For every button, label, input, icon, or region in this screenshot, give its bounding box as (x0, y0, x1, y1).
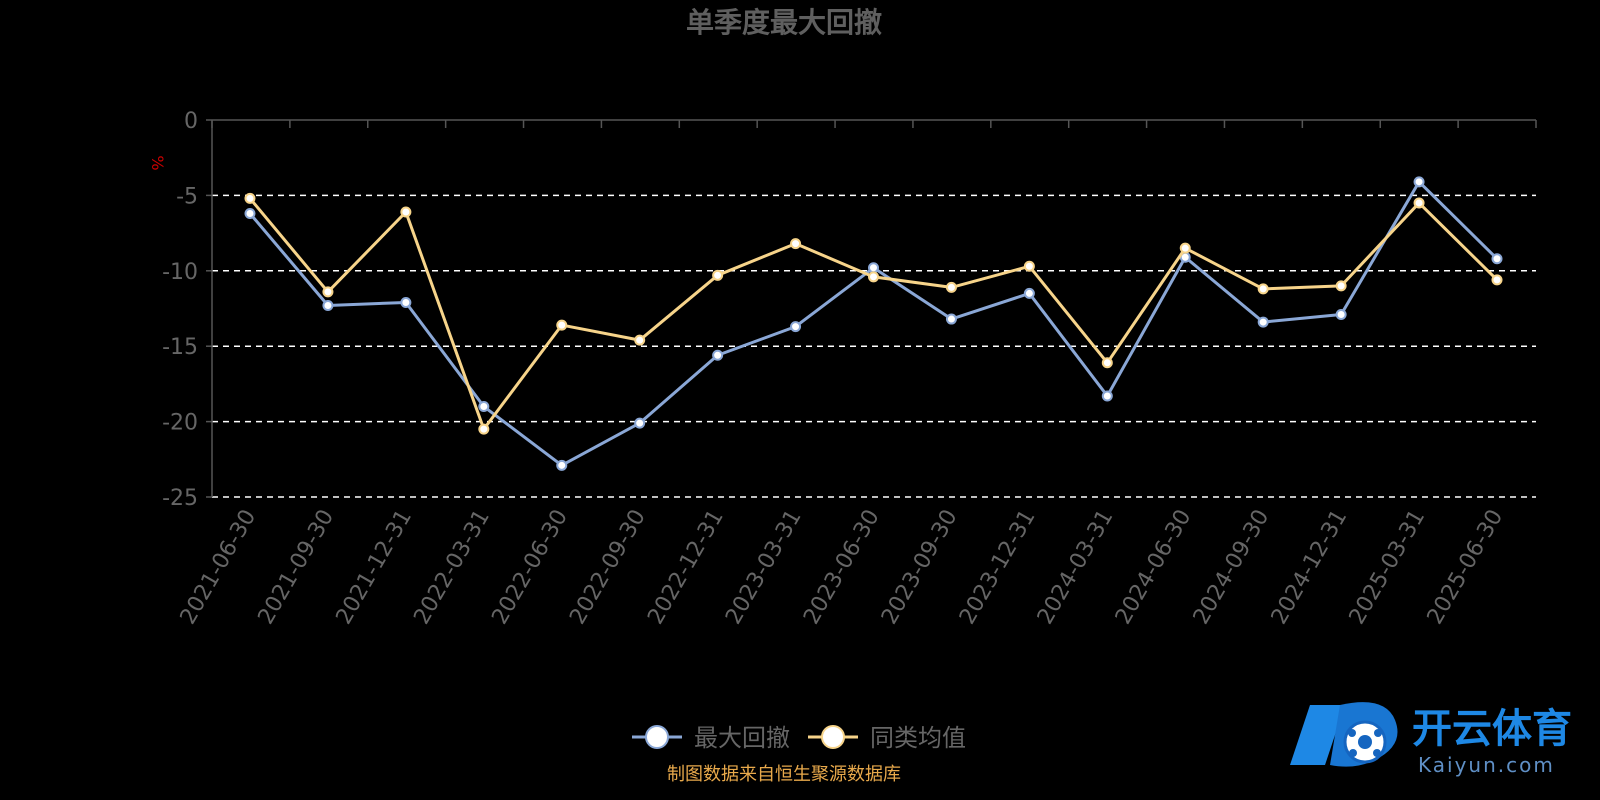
x-tick-label: 2024-09-30 (1189, 506, 1275, 629)
x-tick-label: 2021-06-30 (176, 506, 262, 629)
x-tick-label: 2022-12-31 (643, 506, 729, 629)
x-tick-label: 2025-03-31 (1345, 506, 1431, 629)
data-point (556, 319, 568, 331)
x-tick-label: 2021-12-31 (331, 506, 417, 629)
data-point (712, 269, 724, 281)
data-point (634, 417, 646, 429)
logo-icon (1290, 702, 1398, 767)
series-line-1 (248, 197, 1499, 431)
data-point (945, 313, 957, 325)
x-tick-label: 2023-06-30 (799, 506, 885, 629)
data-point (1023, 287, 1035, 299)
data-point (1413, 197, 1425, 209)
data-point (1179, 242, 1191, 254)
x-tick-label: 2022-03-31 (409, 506, 495, 629)
x-tick-label: 2024-06-30 (1111, 506, 1197, 629)
x-tick-label: 2021-09-30 (254, 506, 340, 629)
label-layer: 0 -5 -10 -15 -20 -25% 2021-06-302021-09-302021… (148, 109, 1508, 629)
chart-title: 单季度最大回撤 (686, 6, 882, 39)
x-tick-label: 2023-03-31 (721, 506, 807, 629)
data-point (1257, 316, 1269, 328)
x-tick-label: 2025-06-30 (1423, 506, 1509, 629)
legend-marker-1 (821, 725, 845, 749)
legend-marker-0 (645, 725, 669, 749)
y-tick-label: 0 (184, 109, 198, 134)
data-point (1413, 176, 1425, 188)
data-point (634, 334, 646, 346)
data-point (244, 207, 256, 219)
data-point (1257, 283, 1269, 295)
y-tick-label: -5 (176, 184, 198, 209)
data-point (1491, 253, 1503, 265)
legend-label-1: 同类均值 (870, 724, 966, 752)
y-tick-label: -15 (162, 335, 198, 360)
data-point (1335, 309, 1347, 321)
data-point (322, 286, 334, 298)
data-point (790, 321, 802, 333)
x-tick-label: 2024-03-31 (1033, 506, 1119, 629)
series-line-0 (248, 180, 1499, 467)
x-tick-label: 2022-06-30 (487, 506, 573, 629)
grid-layer (212, 194, 1536, 498)
legend: 最大回撤 同类均值 (632, 724, 966, 752)
data-point (868, 271, 879, 283)
watermark-logo: 开云体育 Kaiyun.com (1290, 702, 1572, 777)
data-point (1023, 260, 1035, 272)
watermark-en: Kaiyun.com (1418, 753, 1555, 777)
data-point (790, 238, 802, 250)
y-axis-unit: % (148, 155, 167, 170)
data-point (478, 401, 490, 413)
watermark-cn: 开云体育 (1412, 706, 1572, 752)
x-tick-label: 2023-09-30 (877, 506, 963, 629)
data-point (400, 206, 412, 218)
data-point (400, 296, 412, 308)
data-point (556, 459, 568, 471)
data-point (945, 281, 957, 293)
legend-label-0: 最大回撤 (694, 724, 790, 752)
x-tick-label: 2024-12-31 (1267, 506, 1353, 629)
data-point (868, 262, 879, 274)
axis-layer (206, 119, 1537, 498)
data-point (244, 192, 256, 204)
y-tick-label: -25 (162, 486, 198, 511)
data-point (1101, 357, 1113, 369)
x-tick-label: 2022-09-30 (565, 506, 651, 629)
y-tick-label: -10 (162, 260, 198, 285)
data-point (1491, 274, 1503, 286)
y-tick-label: -20 (162, 411, 198, 436)
data-point (1335, 280, 1347, 292)
x-tick-label: 2023-12-31 (955, 506, 1041, 629)
data-point (478, 423, 490, 435)
data-point (322, 299, 334, 311)
source-note: 制图数据来自恒生聚源数据库 (667, 764, 901, 785)
data-point (1101, 390, 1113, 402)
data-point (712, 349, 724, 361)
series-layer (244, 176, 1503, 471)
